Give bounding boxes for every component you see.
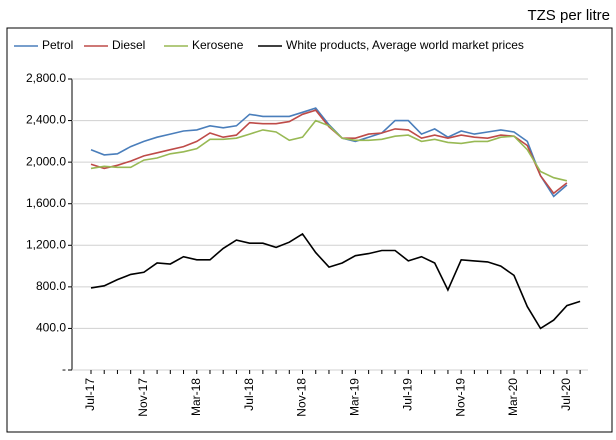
- legend-label: Kerosene: [192, 38, 244, 52]
- y-tick-label: 2,000.0: [26, 154, 66, 168]
- y-tick-label: 800.0: [36, 279, 66, 293]
- y-tick-label: 400.0: [36, 321, 66, 335]
- x-tick-label: Nov-19: [453, 378, 467, 417]
- legend-label: White products, Average world market pri…: [286, 38, 524, 52]
- series-line: [90, 109, 568, 195]
- x-tick-label: Mar-20: [506, 378, 520, 416]
- x-tick-label: Jul-17: [83, 378, 97, 411]
- x-tick-label: Jul-20: [559, 378, 573, 411]
- series-line: [90, 107, 568, 198]
- x-tick-label: Mar-18: [189, 378, 203, 416]
- legend-label: Diesel: [112, 38, 145, 52]
- x-tick-label: Mar-19: [348, 378, 362, 416]
- y-tick-label: 2,800.0: [26, 71, 66, 85]
- y-tick-label: -: [62, 362, 66, 376]
- x-tick-label: Nov-17: [136, 378, 150, 417]
- chart-frame: [6, 27, 613, 433]
- series-line: [90, 232, 581, 330]
- y-tick-label: 2,400.0: [26, 113, 66, 127]
- x-tick-label: Nov-18: [295, 378, 309, 417]
- series-line: [90, 119, 568, 182]
- legend-label: Petrol: [42, 38, 73, 52]
- y-tick-label: 1,200.0: [26, 237, 66, 251]
- unit-title: TZS per litre: [527, 7, 610, 24]
- y-tick-label: 1,600.0: [26, 196, 66, 210]
- x-tick-label: Jul-19: [400, 378, 414, 411]
- x-tick-label: Jul-18: [242, 378, 256, 411]
